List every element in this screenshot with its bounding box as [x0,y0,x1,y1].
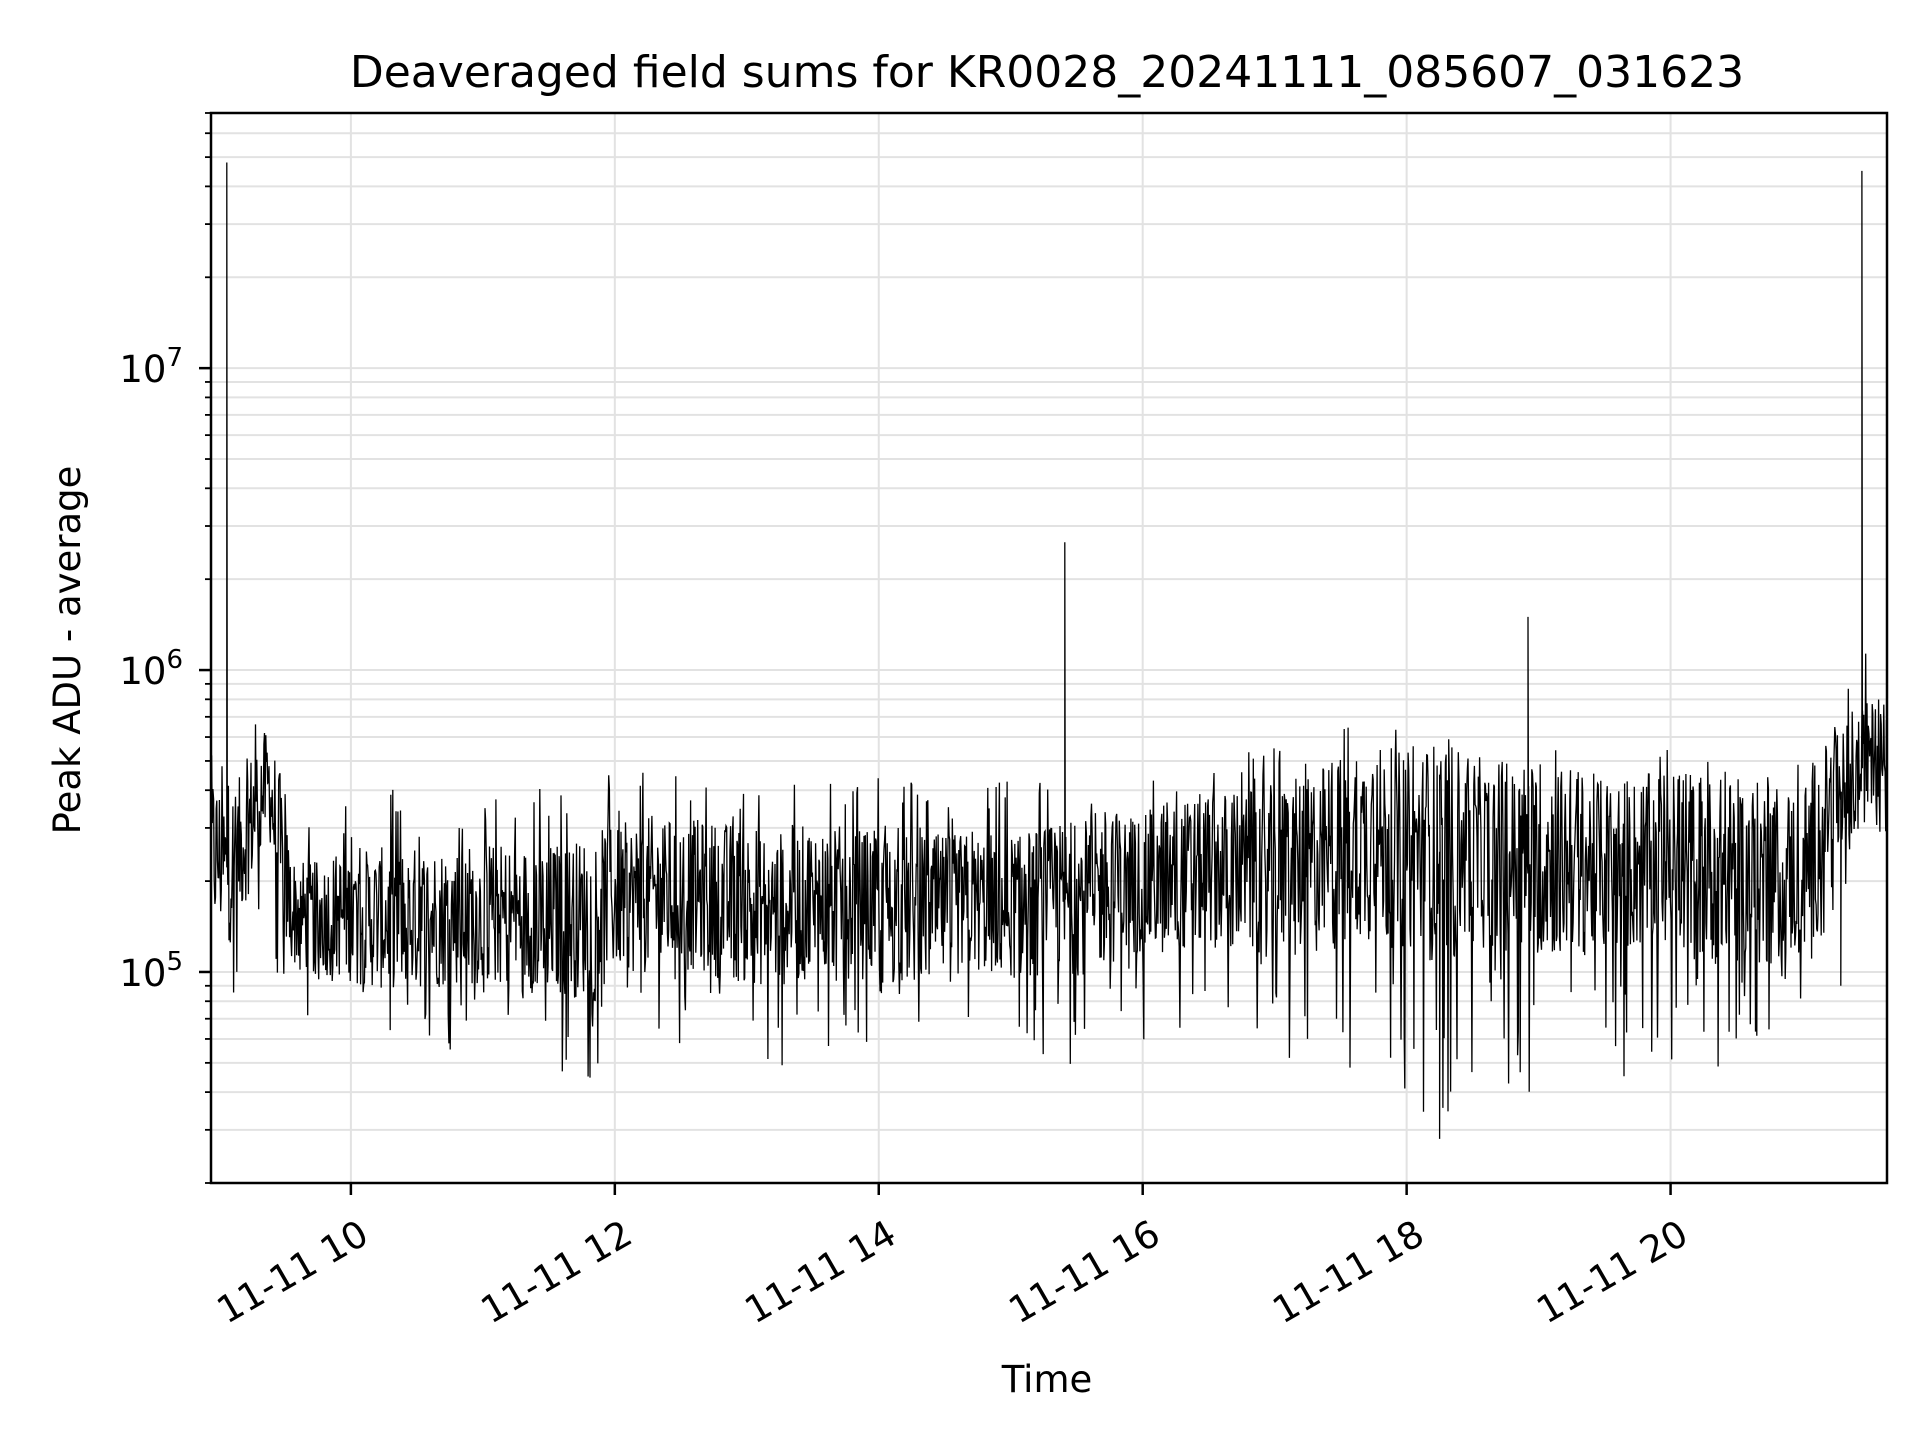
x-axis-label: Time [1001,1358,1093,1401]
y-axis-label: Peak ADU - average [46,466,89,835]
plot-frame [209,111,1889,1185]
series-line [211,162,1887,1139]
data-line-layer [211,162,1887,1139]
chart-title: Deaveraged field sums for KR0028_2024111… [350,47,1744,98]
y-tick-label: 106 [119,645,183,693]
y-tick-label: 107 [119,343,183,391]
y-tick-label: 105 [119,947,183,995]
